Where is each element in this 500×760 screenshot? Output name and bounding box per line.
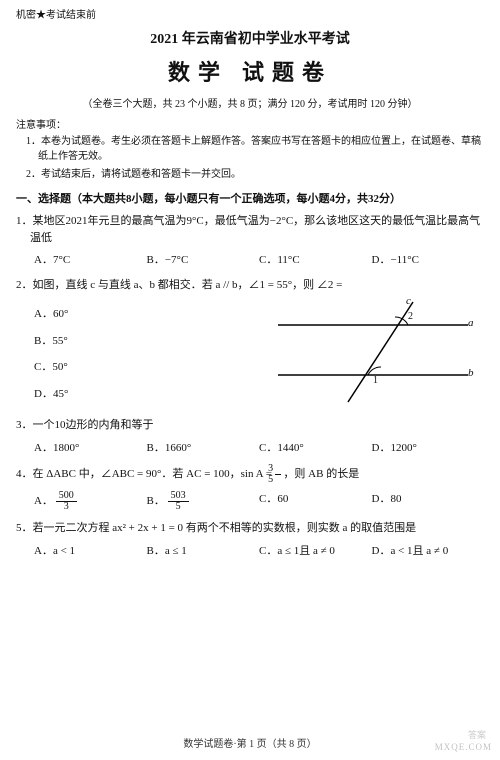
- section-1-heading: 一、选择题（本大题共8小题，每小题只有一个正确选项，每小题4分，共32分）: [16, 191, 484, 208]
- question-3-options: A．1800° B．1660° C．1440° D．1200°: [34, 438, 484, 459]
- q1-opt-d: D．−11°C: [372, 250, 485, 271]
- q4-opt-a: A． 500 3: [34, 489, 147, 514]
- question-4-options: A． 500 3 B． 503 5 C．60 D．80: [34, 489, 484, 514]
- page-footer: 数学试题卷·第 1 页（共 8 页）: [0, 737, 500, 752]
- page: 机密★考试结束前 2021 年云南省初中学业水平考试 数学 试题卷 （全卷三个大…: [0, 0, 500, 760]
- q4-opt-b-label: B．: [147, 495, 165, 507]
- q2-opt-c: C．50°: [34, 354, 268, 381]
- question-5-options: A．a < 1 B．a ≤ 1 C．a ≤ 1且 a ≠ 0 D．a < 1且 …: [34, 541, 484, 562]
- q2-label-b: b: [468, 365, 474, 382]
- q4-opt-b-frac: 503 5: [168, 491, 189, 512]
- q4-opt-c: C．60: [259, 489, 372, 514]
- q2-label-2: 2: [408, 309, 413, 324]
- q5-opt-b: B．a ≤ 1: [147, 541, 260, 562]
- question-1-options: A．7°C B．−7°C C．11°C D．−11°C: [34, 250, 484, 271]
- q4-stem-part1: 4．在 ΔABC 中，∠ABC = 90°．若 AC = 100，sin A =: [16, 468, 275, 480]
- notice-item-2: 2．考试结束后，请将试题卷和答题卡一并交回。: [26, 168, 484, 183]
- question-5: 5．若一元二次方程 ax² + 2x + 1 = 0 有两个不相等的实数根，则实…: [16, 520, 484, 537]
- question-2-row: A．60° B．55° C．50° D．45° a b c 1 2: [16, 297, 484, 411]
- q1-opt-b: B．−7°C: [147, 250, 260, 271]
- q5-opt-a: A．a < 1: [34, 541, 147, 562]
- q2-label-1: 1: [373, 373, 378, 388]
- q2-diagram: [268, 297, 478, 407]
- q1-opt-c: C．11°C: [259, 250, 372, 271]
- exam-title-line2: 数学 试题卷: [16, 56, 484, 89]
- question-2-options: A．60° B．55° C．50° D．45°: [34, 301, 268, 407]
- question-1: 1．某地区2021年元旦的最高气温为9°C，最低气温为−2°C，那么该地区这天的…: [16, 213, 484, 246]
- q3-opt-c: C．1440°: [259, 438, 372, 459]
- q5-opt-c: C．a ≤ 1且 a ≠ 0: [259, 541, 372, 562]
- secret-label: 机密★考试结束前: [16, 8, 484, 23]
- q4-sin-den: 5: [275, 475, 281, 485]
- question-2: 2．如图，直线 c 与直线 a、b 都相交．若 a // b，∠1 = 55°，…: [16, 277, 484, 294]
- q4-opt-d: D．80: [372, 489, 485, 514]
- question-4: 4．在 ΔABC 中，∠ABC = 90°．若 AC = 100，sin A =…: [16, 464, 484, 485]
- exam-meta: （全卷三个大题，共 23 个小题，共 8 页；满分 120 分，考试用时 120…: [16, 97, 484, 112]
- q4-sin-num: 3: [275, 464, 281, 475]
- question-3: 3．一个10边形的内角和等于: [16, 417, 484, 434]
- notice-item-1: 1．本卷为试题卷。考生必须在答题卡上解题作答。答案应书写在答题卡的相应位置上，在…: [26, 135, 484, 164]
- q2-label-a: a: [468, 315, 474, 332]
- exam-title-line1: 2021 年云南省初中学业水平考试: [16, 29, 484, 50]
- watermark-2: MXQE.COM: [435, 741, 492, 755]
- q4-opt-a-label: A．: [34, 495, 53, 507]
- q1-opt-a: A．7°C: [34, 250, 147, 271]
- q2-figure: a b c 1 2: [268, 297, 484, 407]
- q3-opt-a: A．1800°: [34, 438, 147, 459]
- q4-stem-part2: ，则 AB 的长是: [283, 468, 359, 480]
- q2-opt-a: A．60°: [34, 301, 268, 328]
- q2-label-c: c: [406, 293, 411, 310]
- q4-a-den: 3: [56, 502, 77, 512]
- q3-opt-b: B．1660°: [147, 438, 260, 459]
- q2-opt-d: D．45°: [34, 381, 268, 408]
- q4-opt-b: B． 503 5: [147, 489, 260, 514]
- q3-opt-d: D．1200°: [372, 438, 485, 459]
- notice-heading: 注意事项：: [16, 118, 484, 133]
- q4-sin-fraction: 3 5: [275, 464, 281, 485]
- q2-opt-b: B．55°: [34, 328, 268, 355]
- q5-opt-d: D．a < 1且 a ≠ 0: [372, 541, 485, 562]
- q4-b-den: 5: [168, 502, 189, 512]
- q4-opt-a-frac: 500 3: [56, 491, 77, 512]
